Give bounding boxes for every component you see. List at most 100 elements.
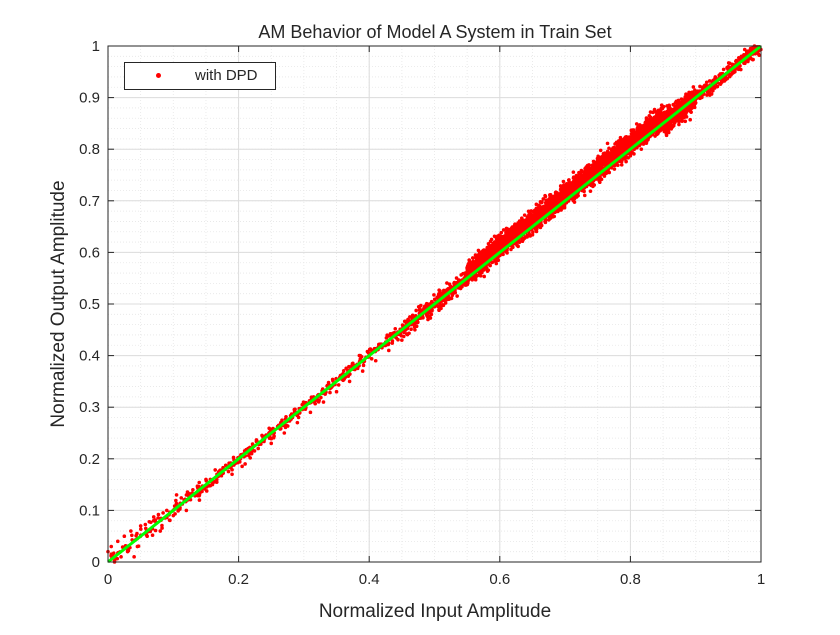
data-point (588, 189, 593, 193)
data-point (204, 489, 209, 493)
data-point (465, 266, 469, 271)
data-point (522, 213, 527, 217)
data-point (230, 467, 234, 472)
data-point (295, 420, 300, 425)
data-point (455, 294, 459, 298)
data-point (390, 339, 395, 343)
data-point (619, 159, 624, 164)
data-point (394, 336, 399, 340)
data-point (645, 129, 649, 134)
data-point (746, 49, 751, 53)
data-point (538, 225, 543, 230)
data-point (143, 526, 148, 531)
y-tick-label: 0.2 (79, 451, 100, 468)
data-point (119, 555, 123, 559)
data-point (341, 368, 346, 373)
data-point (126, 548, 131, 553)
data-point (597, 179, 602, 183)
data-point (494, 246, 499, 250)
data-point (260, 434, 265, 439)
data-point (727, 74, 732, 79)
data-point (516, 244, 520, 249)
data-point (548, 193, 552, 197)
data-point (616, 163, 620, 167)
data-point (432, 293, 436, 297)
x-tick-label: 0 (104, 571, 112, 588)
data-point (533, 212, 538, 217)
data-point (639, 147, 644, 151)
data-point (400, 338, 404, 342)
data-point (112, 558, 117, 563)
data-point (691, 85, 696, 89)
data-point (712, 86, 717, 90)
data-point (561, 179, 566, 184)
data-point (414, 308, 418, 313)
data-point (488, 239, 493, 244)
data-point (579, 168, 584, 173)
data-point (492, 234, 497, 239)
legend-label-with-dpd: with DPD (195, 67, 258, 84)
data-point (532, 209, 537, 214)
data-point (571, 176, 576, 180)
data-point (655, 121, 659, 125)
data-point (751, 57, 755, 62)
data-point (619, 163, 624, 167)
data-point (373, 358, 378, 363)
data-point (505, 237, 509, 242)
data-point (470, 256, 475, 260)
data-point (662, 129, 666, 134)
data-point (347, 364, 351, 369)
data-point (367, 347, 372, 352)
data-point (622, 155, 627, 160)
data-point (384, 336, 389, 340)
x-tick-label: 0.4 (359, 571, 380, 588)
y-tick-label: 1 (92, 38, 100, 55)
data-point (592, 171, 597, 176)
data-point (135, 531, 139, 536)
data-point (687, 106, 692, 111)
data-point (731, 70, 736, 75)
data-point (197, 498, 202, 502)
data-point (365, 349, 370, 354)
data-point (316, 400, 321, 404)
data-point (480, 256, 484, 260)
x-tick-label: 1 (757, 571, 765, 588)
data-point (438, 289, 442, 293)
data-point (572, 200, 577, 204)
data-point (410, 313, 415, 318)
data-point (582, 193, 587, 198)
data-point (656, 109, 660, 114)
data-point (698, 84, 702, 89)
data-point (326, 380, 331, 385)
legend: with DPD (124, 62, 276, 90)
data-point (537, 203, 541, 208)
data-point (391, 331, 395, 336)
data-point (649, 122, 654, 127)
data-point (499, 230, 504, 235)
data-point (655, 132, 659, 136)
data-point (450, 293, 455, 298)
data-point (427, 315, 432, 320)
data-point (624, 137, 628, 141)
data-point (223, 463, 228, 468)
data-point (385, 333, 389, 338)
data-point (401, 334, 406, 339)
x-tick-label: 0.8 (620, 571, 641, 588)
data-point (359, 354, 364, 359)
data-point (488, 245, 492, 250)
data-point (520, 238, 525, 243)
data-point (688, 104, 692, 108)
data-point (551, 214, 555, 219)
data-point (386, 348, 391, 353)
data-point (538, 200, 543, 204)
data-point (630, 133, 635, 137)
data-point (214, 480, 219, 484)
x-tick-label: 0.6 (489, 571, 510, 588)
data-point (393, 326, 398, 331)
data-point (681, 98, 686, 102)
data-point (156, 512, 161, 517)
data-point (243, 462, 247, 466)
data-point (734, 58, 739, 63)
data-point (671, 123, 676, 128)
